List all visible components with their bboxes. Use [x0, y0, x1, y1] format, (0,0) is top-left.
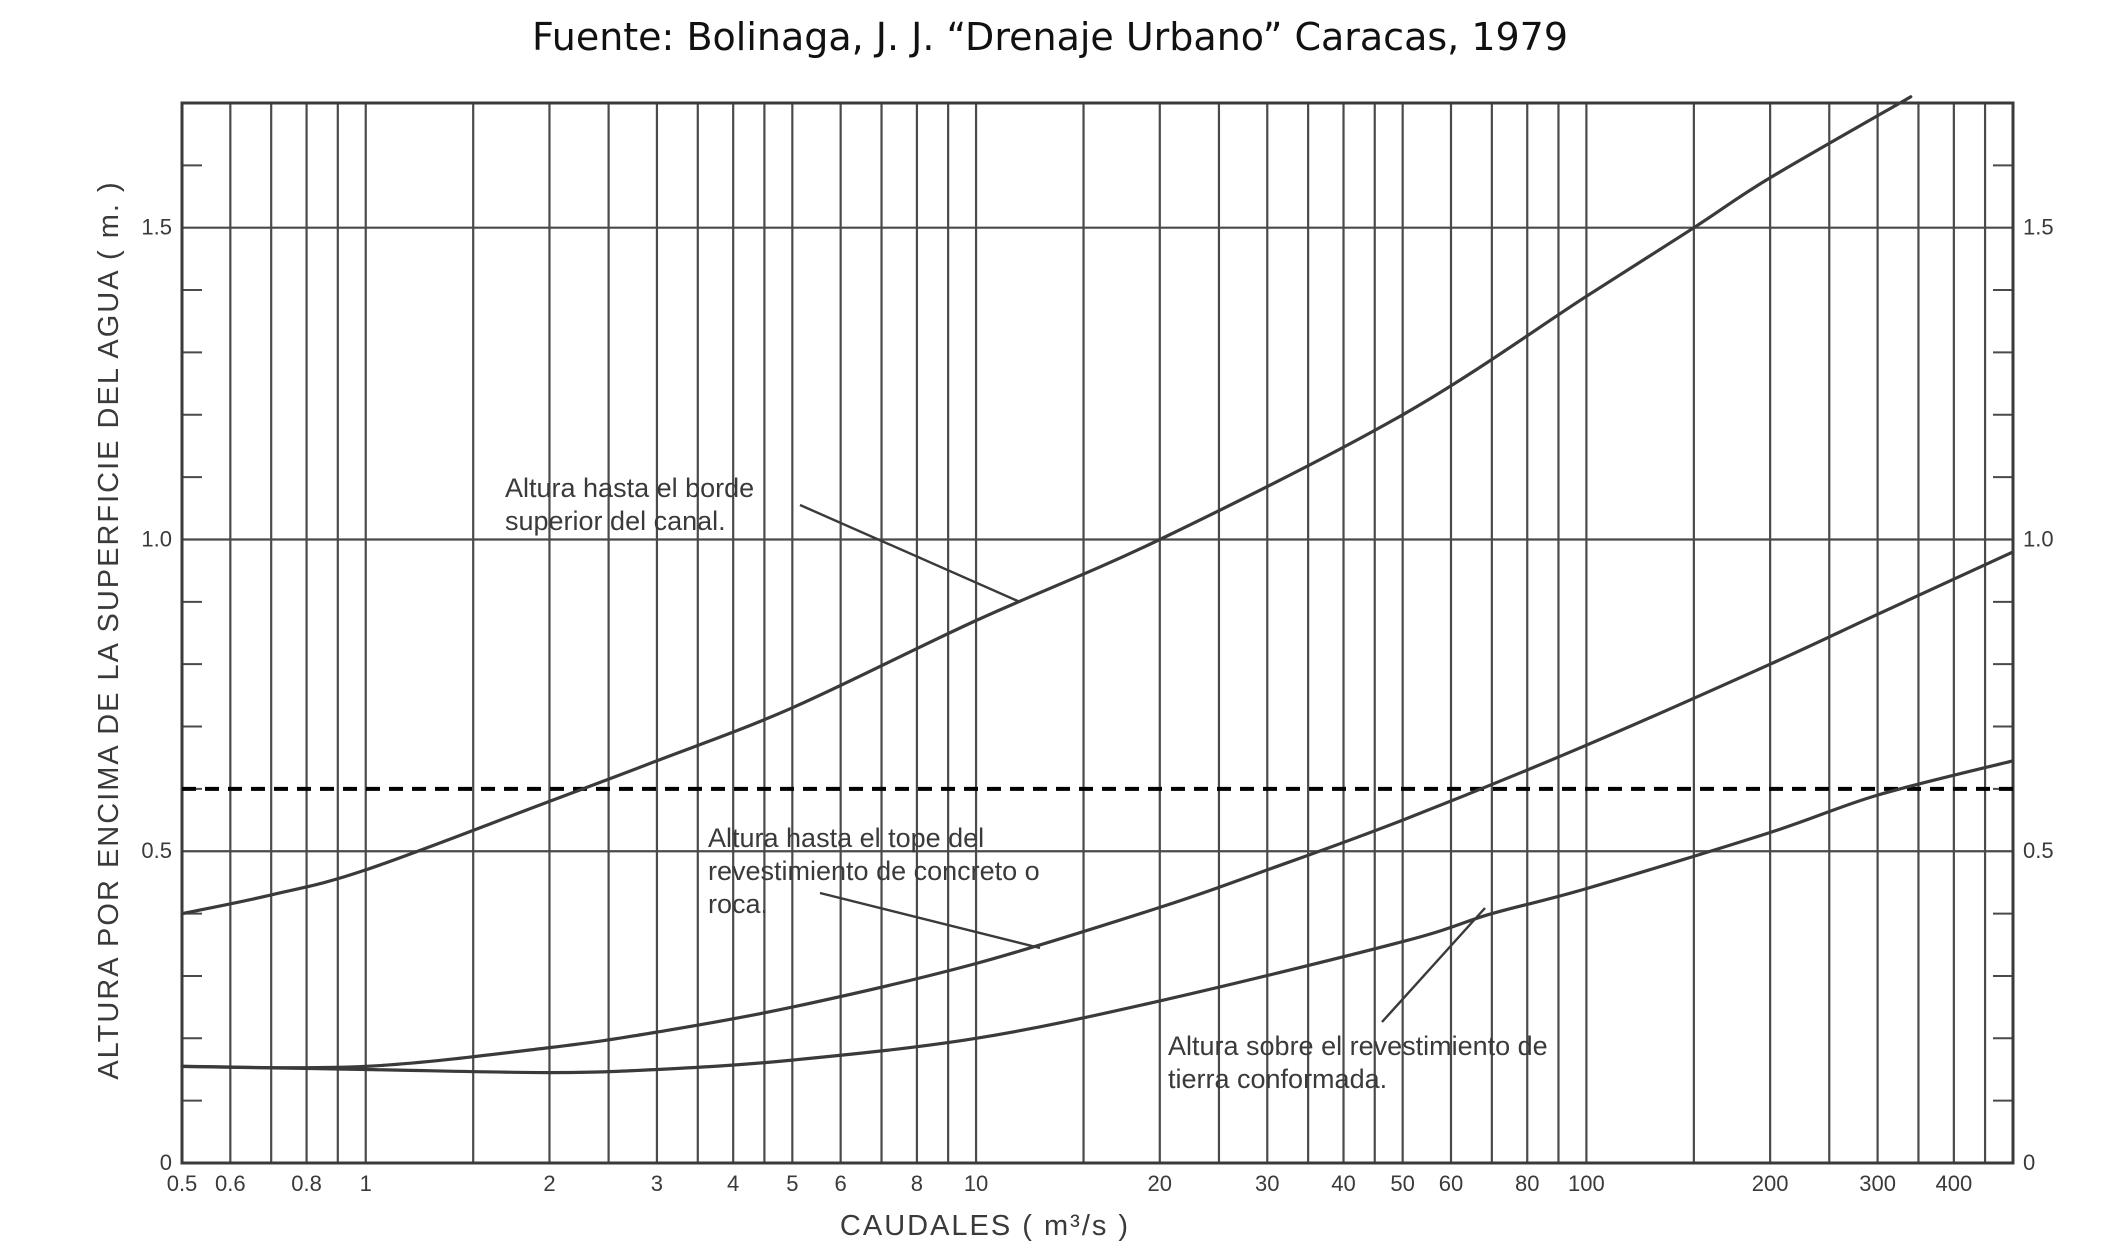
- series-line-3: [180, 759, 2015, 1075]
- x-tick-label: 200: [1752, 1171, 1789, 1196]
- annotation-label-1: Altura hasta el borde: [505, 473, 754, 503]
- y-tick-label-left: 1.5: [141, 215, 172, 240]
- annotation-label-2: revestimiento de concreto o: [708, 856, 1040, 886]
- annotation-leader-1: [799, 503, 1021, 604]
- y-tick-label-right: 0.5: [2023, 838, 2054, 863]
- x-tick-label: 100: [1568, 1171, 1605, 1196]
- annotation-label-3: Altura sobre el revestimiento de: [1168, 1031, 1548, 1061]
- x-tick-label: 80: [1515, 1171, 1539, 1196]
- x-tick-label: 4: [727, 1171, 739, 1196]
- annotation-leader-3: [1381, 907, 1486, 1023]
- annotation-leader-2: [819, 891, 1041, 950]
- x-tick-label: 6: [835, 1171, 847, 1196]
- x-tick-label: 60: [1439, 1171, 1463, 1196]
- grid: [180, 103, 2015, 1163]
- tick-labels: 0.5 0.6 0.8 1 2 3 4 5 6 8 10 20 30 40 50 60 80 100 200 300 4…: [141, 215, 2053, 1196]
- x-tick-label: 5: [786, 1171, 798, 1196]
- x-tick-label: 50: [1390, 1171, 1414, 1196]
- x-tick-label: 10: [964, 1171, 988, 1196]
- series-line-1: [180, 95, 1913, 916]
- x-tick-label: 8: [911, 1171, 923, 1196]
- annotation-label-2: roca.: [708, 889, 768, 919]
- x-tick-label: 0.8: [291, 1171, 322, 1196]
- plot-frame: [180, 101, 2015, 1165]
- x-tick-label: 40: [1331, 1171, 1355, 1196]
- x-tick-label: 30: [1255, 1171, 1279, 1196]
- x-tick-label: 0.5: [167, 1171, 198, 1196]
- x-tick-label: 1: [360, 1171, 372, 1196]
- y-tick-label-right: 1.0: [2023, 526, 2054, 551]
- y-tick-label-left: 0.5: [141, 838, 172, 863]
- x-axis-title: CAUDALES ( m³/s ): [840, 1210, 1130, 1242]
- y-tick-label-left: 0: [160, 1150, 172, 1175]
- series-line-2: [180, 550, 2015, 1070]
- source-caption: Fuente: Bolinaga, J. J. “Drenaje Urbano”…: [532, 15, 1568, 59]
- x-tick-label: 20: [1148, 1171, 1172, 1196]
- y-axis-title: ALTURA POR ENCIMA DE LA SUPERFICIE DEL A…: [93, 180, 125, 1079]
- x-tick-label: 300: [1859, 1171, 1896, 1196]
- annotation-label-1: superior del canal.: [505, 506, 726, 536]
- series-group: [180, 95, 2015, 1075]
- x-tick-label: 400: [1935, 1171, 1972, 1196]
- x-tick-label: 3: [651, 1171, 663, 1196]
- y-tick-label-left: 1.0: [141, 526, 172, 551]
- y-tick-label-right: 0: [2023, 1150, 2035, 1175]
- annotation-label-2: Altura hasta el tope del: [708, 823, 984, 853]
- x-tick-label: 2: [543, 1171, 555, 1196]
- y-tick-label-right: 1.5: [2023, 215, 2054, 240]
- annotation-label-3: tierra conformada.: [1168, 1064, 1387, 1094]
- x-tick-label: 0.6: [215, 1171, 246, 1196]
